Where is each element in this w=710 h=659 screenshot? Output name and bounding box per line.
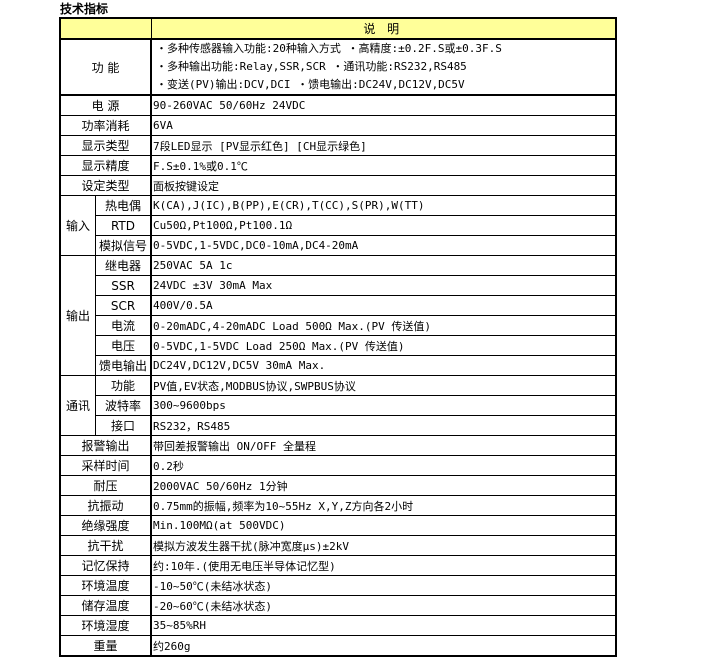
row-value: 约:10年.(使用无电压半导体记忆型) — [150, 555, 617, 576]
header-blank-cell — [59, 17, 152, 40]
sub-label: SCR — [95, 295, 152, 316]
group-label: 通讯 — [59, 375, 96, 436]
row-label: 绝缘强度 — [59, 515, 152, 536]
table-row: 抗干扰 模拟方波发生器干扰(脉冲宽度μs)±2kV — [59, 535, 617, 556]
table-row: SSR 24VDC ±3V 30mA Max — [60, 275, 617, 296]
table-row-function: 功 能 ・多种传感器输入功能:20种输入方式 ・高精度:±0.2F.S或±0.3… — [59, 38, 617, 96]
table-row: 环境温度 -10~50℃(未结冰状态) — [59, 575, 617, 596]
row-value: -10~50℃(未结冰状态) — [150, 575, 617, 596]
row-value: 250VAC 5A 1c — [150, 255, 617, 276]
sub-label: 馈电输出 — [95, 355, 152, 376]
table-row: 波特率 300~9600bps — [60, 395, 617, 416]
sub-label: 继电器 — [95, 255, 152, 276]
row-value: 6VA — [150, 115, 617, 136]
row-label: 功率消耗 — [59, 115, 152, 136]
table-row: 环境湿度 35~85%RH — [59, 615, 617, 636]
table-header-row: 说 明 — [59, 17, 617, 40]
table-row: 接口 RS232，RS485 — [60, 415, 617, 436]
function-line: ・多种输出功能:Relay,SSR,SCR ・通讯功能:RS232,RS485 — [156, 60, 467, 73]
row-label: 重量 — [59, 635, 152, 657]
row-value: F.S±0.1%或0.1℃ — [150, 155, 617, 176]
row-value: 24VDC ±3V 30mA Max — [150, 275, 617, 296]
sub-label: 电压 — [95, 335, 152, 356]
table-row: 采样时间 0.2秒 — [59, 455, 617, 476]
group-label: 输入 — [59, 195, 96, 256]
row-value: K(CA),J(IC),B(PP),E(CR),T(CC),S(PR),W(TT… — [150, 195, 617, 216]
table-row: 重量 约260g — [59, 635, 617, 657]
row-value: 90-260VAC 50/60Hz 24VDC — [150, 94, 617, 116]
function-values: ・多种传感器输入功能:20种输入方式 ・高精度:±0.2F.S或±0.3F.S … — [150, 38, 617, 96]
row-label: 抗振动 — [59, 495, 152, 516]
table-row: SCR 400V/0.5A — [60, 295, 617, 316]
table-row: 储存温度 -20~60℃(未结冰状态) — [59, 595, 617, 616]
row-value: 0-20mADC,4-20mADC Load 500Ω Max.(PV 传送值) — [150, 315, 617, 336]
table-row: 输出 继电器 250VAC 5A 1c — [59, 255, 617, 376]
sub-label: 波特率 — [95, 395, 152, 416]
function-line: ・多种传感器输入功能:20种输入方式 ・高精度:±0.2F.S或±0.3F.S — [156, 42, 502, 55]
group-label: 输出 — [59, 255, 96, 376]
row-value: PV值,EV状态,MODBUS协议,SWPBUS协议 — [150, 375, 617, 396]
sub-label: 电流 — [95, 315, 152, 336]
table-row: 设定类型 面板按键设定 — [59, 175, 617, 196]
row-value: 35~85%RH — [150, 615, 617, 636]
spec-table: 说 明 功 能 ・多种传感器输入功能:20种输入方式 ・高精度:±0.2F.S或… — [59, 17, 617, 657]
row-label: 显示类型 — [59, 135, 152, 156]
table-row: 绝缘强度 Min.100MΩ(at 500VDC) — [59, 515, 617, 536]
row-value: 300~9600bps — [150, 395, 617, 416]
row-value: 2000VAC 50/60Hz 1分钟 — [150, 475, 617, 496]
row-label: 报警输出 — [59, 435, 152, 456]
row-label: 采样时间 — [59, 455, 152, 476]
page-title: 技术指标 — [60, 2, 109, 16]
row-label: 功 能 — [59, 38, 152, 96]
row-label: 记忆保持 — [59, 555, 152, 576]
table-row: 电 源 90-260VAC 50/60Hz 24VDC — [59, 94, 617, 116]
row-value: 面板按键设定 — [150, 175, 617, 196]
row-value: 0.75mm的振幅,频率为10~55Hz X,Y,Z方向各2小时 — [150, 495, 617, 516]
sub-label: RTD — [95, 215, 152, 236]
row-label: 抗干扰 — [59, 535, 152, 556]
row-value: 约260g — [150, 635, 617, 657]
table-row: 显示类型 7段LED显示 [PV显示红色] [CH显示绿色] — [59, 135, 617, 156]
row-label: 环境湿度 — [59, 615, 152, 636]
row-label: 电 源 — [59, 94, 152, 116]
sub-label: 模拟信号 — [95, 235, 152, 256]
table-row: 记忆保持 约:10年.(使用无电压半导体记忆型) — [59, 555, 617, 576]
row-value: Cu50Ω,Pt100Ω,Pt100.1Ω — [150, 215, 617, 236]
row-value: 模拟方波发生器干扰(脉冲宽度μs)±2kV — [150, 535, 617, 556]
row-label: 设定类型 — [59, 175, 152, 196]
table-row: 通讯 功能 PV值,EV状态,MODBUS协议,SWPBUS协议 — [59, 375, 617, 436]
table-row: 输入 热电偶 K(CA),J(IC),B(PP),E(CR),T(CC),S(PR)… — [59, 195, 617, 256]
row-value: 400V/0.5A — [150, 295, 617, 316]
row-value: Min.100MΩ(at 500VDC) — [150, 515, 617, 536]
row-value: 0.2秒 — [150, 455, 617, 476]
header-description-cell: 说 明 — [150, 17, 617, 40]
table-row: 功率消耗 6VA — [59, 115, 617, 136]
table-row: 抗振动 0.75mm的振幅,频率为10~55Hz X,Y,Z方向各2小时 — [59, 495, 617, 516]
sub-label: 功能 — [95, 375, 152, 396]
sub-label: 接口 — [95, 415, 152, 436]
table-row: 耐压 2000VAC 50/60Hz 1分钟 — [59, 475, 617, 496]
row-value: RS232，RS485 — [150, 415, 617, 436]
table-row: 电流 0-20mADC,4-20mADC Load 500Ω Max.(PV 传送… — [60, 315, 617, 336]
table-row: 电压 0-5VDC,1-5VDC Load 250Ω Max.(PV 传送值) — [60, 335, 617, 356]
row-value: -20~60℃(未结冰状态) — [150, 595, 617, 616]
function-line: ・变送(PV)输出:DCV,DCI ・馈电输出:DC24V,DC12V,DC5V — [156, 78, 465, 91]
table-row: 显示精度 F.S±0.1%或0.1℃ — [59, 155, 617, 176]
sub-label: SSR — [95, 275, 152, 296]
table-row: RTD Cu50Ω,Pt100Ω,Pt100.1Ω — [60, 215, 617, 236]
row-label: 储存温度 — [59, 595, 152, 616]
row-label: 环境温度 — [59, 575, 152, 596]
row-label: 耐压 — [59, 475, 152, 496]
row-value: 带回差报警输出 ON/OFF 全量程 — [150, 435, 617, 456]
row-label: 显示精度 — [59, 155, 152, 176]
row-value: 7段LED显示 [PV显示红色] [CH显示绿色] — [150, 135, 617, 156]
table-row: 模拟信号 0-5VDC,1-5VDC,DC0-10mA,DC4-20mA — [60, 235, 617, 256]
row-value: 0-5VDC,1-5VDC Load 250Ω Max.(PV 传送值) — [150, 335, 617, 356]
table-row: 馈电输出 DC24V,DC12V,DC5V 30mA Max. — [60, 355, 617, 376]
row-value: 0-5VDC,1-5VDC,DC0-10mA,DC4-20mA — [150, 235, 617, 256]
row-value: DC24V,DC12V,DC5V 30mA Max. — [150, 355, 617, 376]
table-row: 报警输出 带回差报警输出 ON/OFF 全量程 — [59, 435, 617, 456]
sub-label: 热电偶 — [95, 195, 152, 216]
